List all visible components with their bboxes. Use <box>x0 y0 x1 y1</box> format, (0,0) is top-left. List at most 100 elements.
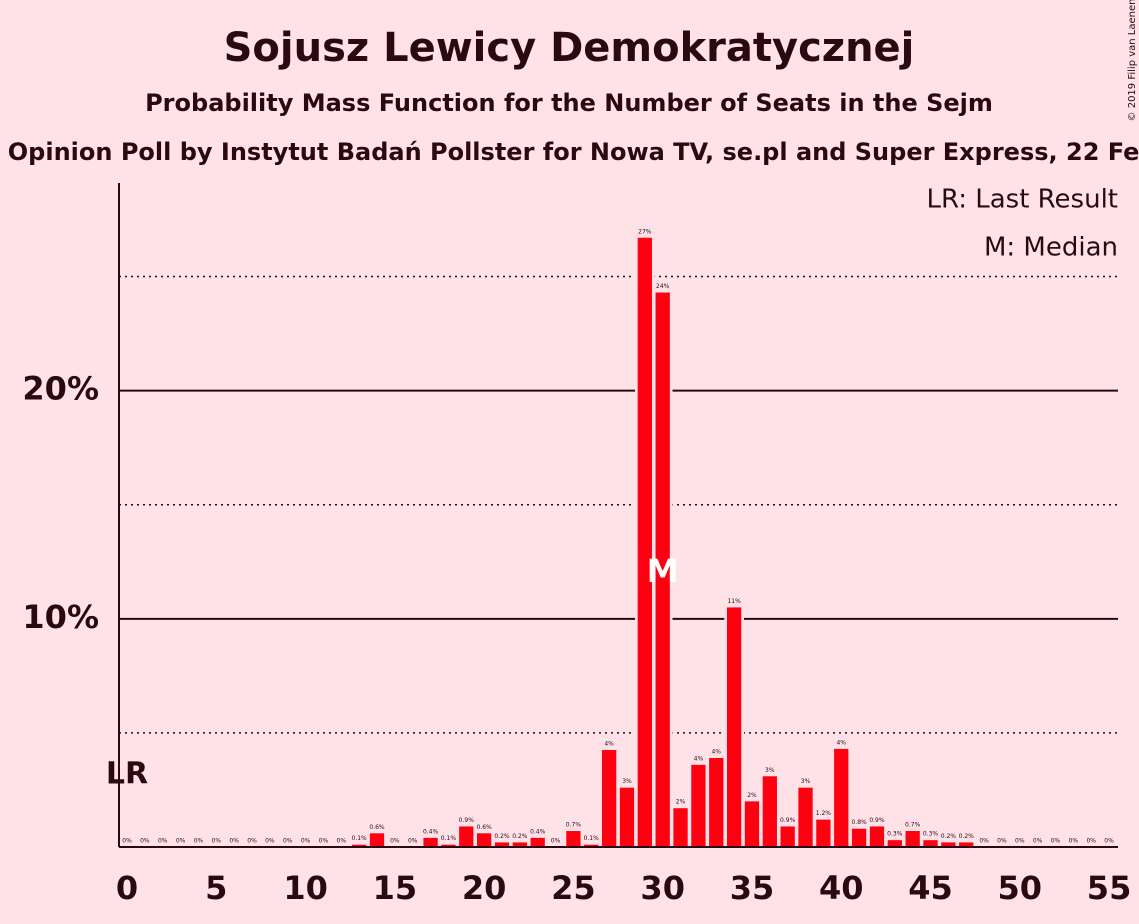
bar <box>816 819 831 847</box>
x-tick-label: 15 <box>373 869 418 907</box>
value-label: 0.8% <box>851 819 867 826</box>
value-label: 0% <box>1033 838 1043 845</box>
bar <box>941 842 956 847</box>
bar-gap <box>331 835 352 847</box>
x-tick-label: 55 <box>1087 869 1132 907</box>
last-result-marker: LR <box>106 757 148 792</box>
bar-gap <box>313 835 334 847</box>
value-label: 0.2% <box>941 833 957 840</box>
bar-gap <box>1099 835 1119 847</box>
value-label: 0.6% <box>369 824 385 831</box>
value-label: 0% <box>1069 838 1079 845</box>
x-tick-label: 35 <box>730 869 775 907</box>
bar-gap <box>135 835 155 847</box>
value-label: 0.2% <box>494 833 510 840</box>
bar <box>905 831 920 847</box>
bar-gap <box>1009 835 1030 847</box>
bar-gap <box>581 832 602 847</box>
bar <box>691 764 706 847</box>
value-label: 0% <box>140 838 150 845</box>
bar <box>352 844 367 847</box>
legend-entry: M: Median <box>984 233 1118 263</box>
bar <box>619 787 635 847</box>
bar-gap <box>170 835 191 847</box>
value-label: 4% <box>694 755 704 762</box>
value-label: 0% <box>176 838 186 845</box>
value-label: 0.6% <box>477 824 493 831</box>
value-label: 0% <box>229 838 239 845</box>
bar <box>566 831 581 847</box>
copyright: © 2019 Filip van Laenen <box>1127 0 1138 121</box>
value-label: 0.7% <box>905 822 921 829</box>
value-label: 0% <box>122 838 132 845</box>
value-label: 1.2% <box>816 810 832 817</box>
bar <box>637 237 652 848</box>
value-label: 0% <box>337 838 347 845</box>
bar <box>673 808 688 847</box>
value-label: 0% <box>301 838 311 845</box>
x-tick-label: 20 <box>462 869 507 907</box>
value-label: 0% <box>979 838 989 845</box>
chart-subtitle: Probability Mass Function for the Number… <box>145 89 993 117</box>
bar <box>869 826 885 847</box>
value-label: 4% <box>711 749 721 756</box>
bar <box>709 758 724 847</box>
value-label: 0.1% <box>352 835 368 842</box>
value-label: 0% <box>1051 838 1061 845</box>
value-label: 27% <box>638 228 652 235</box>
bar-gap <box>1045 835 1066 847</box>
x-tick-label: 25 <box>551 869 596 907</box>
value-label: 4% <box>836 739 846 746</box>
bar <box>655 292 670 848</box>
bar-gap <box>242 835 262 847</box>
bar <box>441 844 456 847</box>
x-tick-label: 30 <box>640 869 685 907</box>
bar-gap <box>974 835 994 847</box>
bar <box>726 607 742 847</box>
bar-gap <box>1081 835 1102 847</box>
bar-gap <box>349 832 369 847</box>
chart-title: Sojusz Lewicy Demokratycznej <box>224 25 915 71</box>
value-label: 3% <box>622 778 632 785</box>
y-tick-label: 20% <box>22 370 99 408</box>
bar <box>530 837 545 847</box>
value-label: 3% <box>801 778 811 785</box>
chart-source: Based on an Opinion Poll by Instytut Bad… <box>0 138 1139 166</box>
value-label: 0% <box>1104 838 1114 845</box>
bar-gap <box>992 835 1012 847</box>
value-label: 0% <box>212 838 222 845</box>
value-label: 3% <box>765 767 775 774</box>
value-label: 2% <box>747 792 757 799</box>
bar <box>494 842 510 847</box>
bar-gap <box>545 835 566 847</box>
bar <box>423 837 438 847</box>
value-label: 0.9% <box>869 817 885 824</box>
value-label: 0% <box>390 838 400 845</box>
bar <box>834 748 849 847</box>
value-label: 0% <box>265 838 275 845</box>
bar <box>459 826 474 847</box>
x-tick-label: 40 <box>819 869 864 907</box>
bar <box>512 842 527 847</box>
bar <box>744 801 760 847</box>
bar-gap <box>295 835 316 847</box>
bar <box>584 844 599 847</box>
value-label: 0.9% <box>459 817 475 824</box>
bar-gap <box>1027 835 1048 847</box>
bar <box>369 833 385 847</box>
value-label: 0% <box>158 838 168 845</box>
bar <box>601 750 617 847</box>
bar-gap <box>188 835 209 847</box>
bar-gap <box>277 835 298 847</box>
bar-gap <box>1063 835 1084 847</box>
bar-gap <box>152 835 173 847</box>
bar <box>851 828 867 847</box>
value-label: 0% <box>408 838 418 845</box>
x-tick-label: 10 <box>283 869 328 907</box>
bar-gap <box>402 835 423 847</box>
value-label: 0% <box>283 838 293 845</box>
bar <box>959 842 974 847</box>
value-label: 0.4% <box>423 828 439 835</box>
bar <box>476 833 492 847</box>
value-label: 0% <box>247 838 257 845</box>
